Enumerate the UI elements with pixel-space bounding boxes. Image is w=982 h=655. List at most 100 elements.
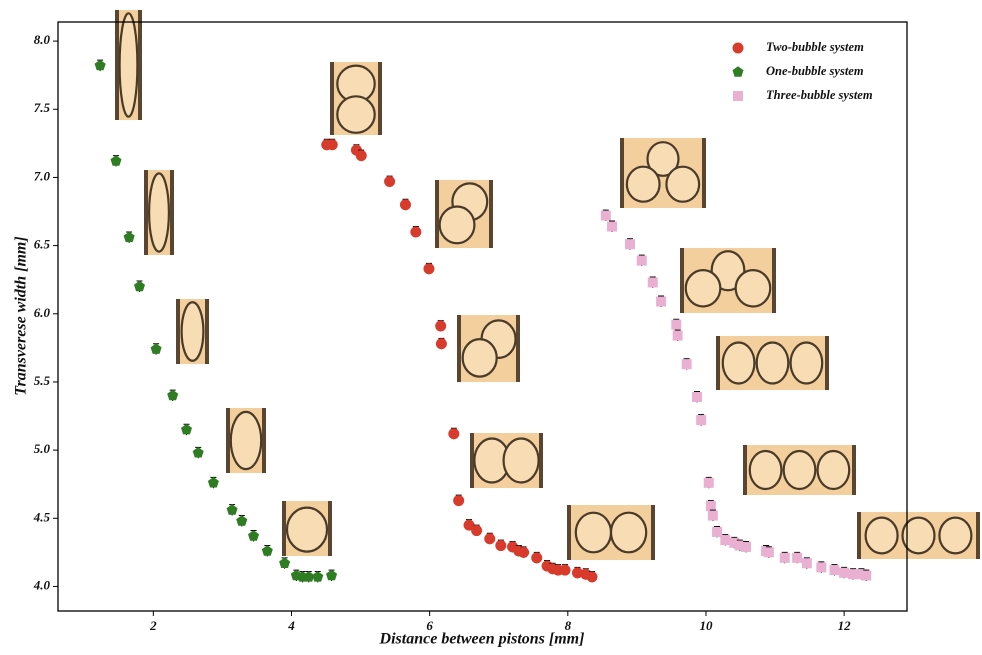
legend-marker [733, 43, 744, 54]
inset-wall [825, 336, 829, 390]
point [648, 277, 658, 287]
inset-bubble [576, 513, 611, 553]
inset-wall [328, 501, 332, 556]
point [134, 281, 145, 292]
inset-bubble [939, 518, 971, 554]
inset-wall [620, 138, 624, 208]
point [453, 495, 464, 506]
inset-wall [857, 512, 861, 559]
chart: Distance between pistons [mm] Transveres… [0, 0, 982, 655]
inset-wall [330, 62, 334, 135]
point [236, 515, 247, 526]
inset-wall [702, 138, 706, 208]
inset-wall [567, 505, 571, 560]
point [696, 415, 706, 425]
point [151, 343, 162, 354]
point [95, 60, 106, 71]
point [586, 571, 597, 582]
y-tick-label: 5.0 [34, 441, 51, 456]
inset-bubble [287, 508, 327, 552]
point [802, 558, 812, 568]
x-tick-label: 8 [565, 618, 572, 633]
legend-marker [733, 66, 744, 77]
point [706, 501, 716, 511]
y-tick-label: 7.0 [34, 168, 51, 183]
x-tick-label: 2 [149, 618, 157, 633]
inset-bubble [627, 167, 660, 202]
point [829, 565, 839, 575]
y-tick-label: 7.5 [34, 100, 51, 115]
point [448, 428, 459, 439]
inset-bubble [686, 270, 721, 306]
point [692, 392, 702, 402]
inset-wall [435, 180, 439, 248]
y-tick-label: 4.5 [33, 509, 51, 524]
inset-wall [170, 170, 174, 255]
inset-bubble [666, 167, 699, 202]
point [625, 239, 635, 249]
point [167, 390, 178, 401]
inset-wall [205, 299, 209, 364]
inset-wall [144, 170, 148, 255]
point [741, 542, 751, 552]
point [227, 504, 238, 515]
x-tick-label: 12 [838, 618, 852, 633]
point [435, 321, 446, 332]
y-axis-title: Transverese width [mm] [13, 236, 30, 395]
inset-bubble [611, 513, 646, 553]
point [279, 558, 290, 569]
point [601, 211, 611, 221]
point [708, 511, 718, 521]
point [720, 535, 730, 545]
inset-wall [176, 299, 180, 364]
inset-wall [457, 315, 461, 382]
point [673, 331, 683, 341]
point [816, 562, 826, 572]
legend-text: Three-bubble system [766, 88, 873, 102]
point [607, 222, 617, 232]
y-tick-label: 8.0 [34, 32, 51, 47]
inset-bubble [791, 342, 823, 383]
point [682, 359, 692, 369]
point [518, 547, 529, 558]
inset-bubble [231, 412, 261, 469]
inset-bubble [337, 96, 374, 133]
point [861, 571, 871, 581]
inset-wall [226, 408, 230, 473]
inset-bubble [757, 342, 789, 383]
inset-wall [852, 445, 856, 495]
point [423, 263, 434, 274]
x-tick-label: 6 [426, 618, 433, 633]
point [356, 150, 367, 161]
point [262, 545, 273, 556]
point [436, 338, 447, 349]
point [671, 320, 681, 330]
inset-wall [138, 10, 142, 120]
point [208, 477, 219, 488]
inset-bubble [866, 518, 898, 554]
point [312, 571, 323, 582]
point [495, 540, 506, 551]
point [193, 447, 204, 458]
inset-bubble [784, 451, 816, 489]
inset-bubble [818, 451, 850, 489]
point [764, 547, 774, 557]
point [484, 533, 495, 544]
point [384, 176, 395, 187]
x-tick-label: 10 [699, 618, 713, 633]
inset-wall [489, 180, 493, 248]
point [471, 525, 482, 536]
inset-wall [282, 501, 286, 556]
legend-marker [733, 91, 743, 101]
inset-wall [115, 10, 119, 120]
point [181, 424, 192, 435]
legend-text: Two-bubble system [766, 40, 864, 54]
inset-wall [680, 248, 684, 313]
point [560, 565, 571, 576]
point [111, 155, 122, 166]
inset-bubble [504, 439, 539, 483]
legend-text: One-bubble system [766, 64, 864, 78]
y-tick-label: 6.0 [34, 305, 51, 320]
inset-wall [516, 315, 520, 382]
inset-bubble [750, 451, 782, 489]
